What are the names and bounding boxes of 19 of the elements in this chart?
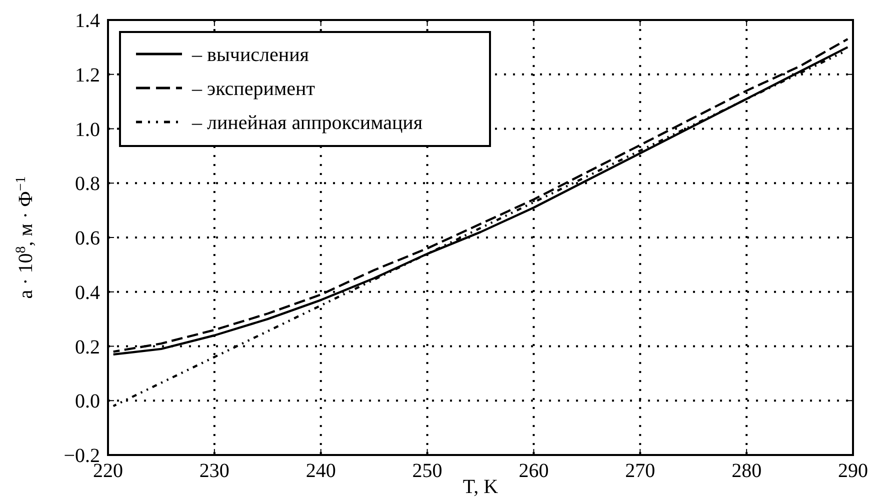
x-tick-label: 230 bbox=[199, 460, 230, 482]
legend-label: – вычисления bbox=[191, 44, 309, 66]
y-tick-label: 0.2 bbox=[75, 336, 100, 358]
x-tick-label: 250 bbox=[412, 460, 442, 482]
x-axis-title: T, K bbox=[462, 476, 499, 498]
y-tick-label: 1.4 bbox=[75, 10, 100, 32]
y-tick-label: 0.6 bbox=[75, 228, 100, 250]
x-tick-label: 290 bbox=[838, 460, 868, 482]
legend-label: – эксперимент bbox=[191, 78, 316, 100]
legend-label: – линейная аппроксимация bbox=[191, 112, 423, 134]
y-tick-label: 1.2 bbox=[75, 64, 100, 86]
y-tick-label: 1.0 bbox=[75, 118, 100, 141]
x-tick-label: 260 bbox=[518, 460, 549, 482]
x-tick-label: 270 bbox=[625, 460, 656, 482]
y-tick-label: 0.8 bbox=[75, 173, 100, 196]
y-tick-label: 0.0 bbox=[75, 390, 100, 413]
x-tick-label: 280 bbox=[732, 460, 762, 482]
x-tick-label: 240 bbox=[306, 460, 336, 482]
y-tick-label: 0.4 bbox=[75, 282, 100, 304]
